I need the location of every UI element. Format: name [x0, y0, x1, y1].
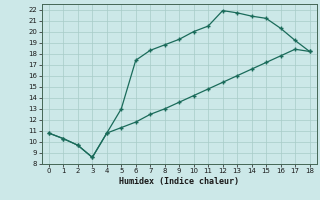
X-axis label: Humidex (Indice chaleur): Humidex (Indice chaleur) [119, 177, 239, 186]
